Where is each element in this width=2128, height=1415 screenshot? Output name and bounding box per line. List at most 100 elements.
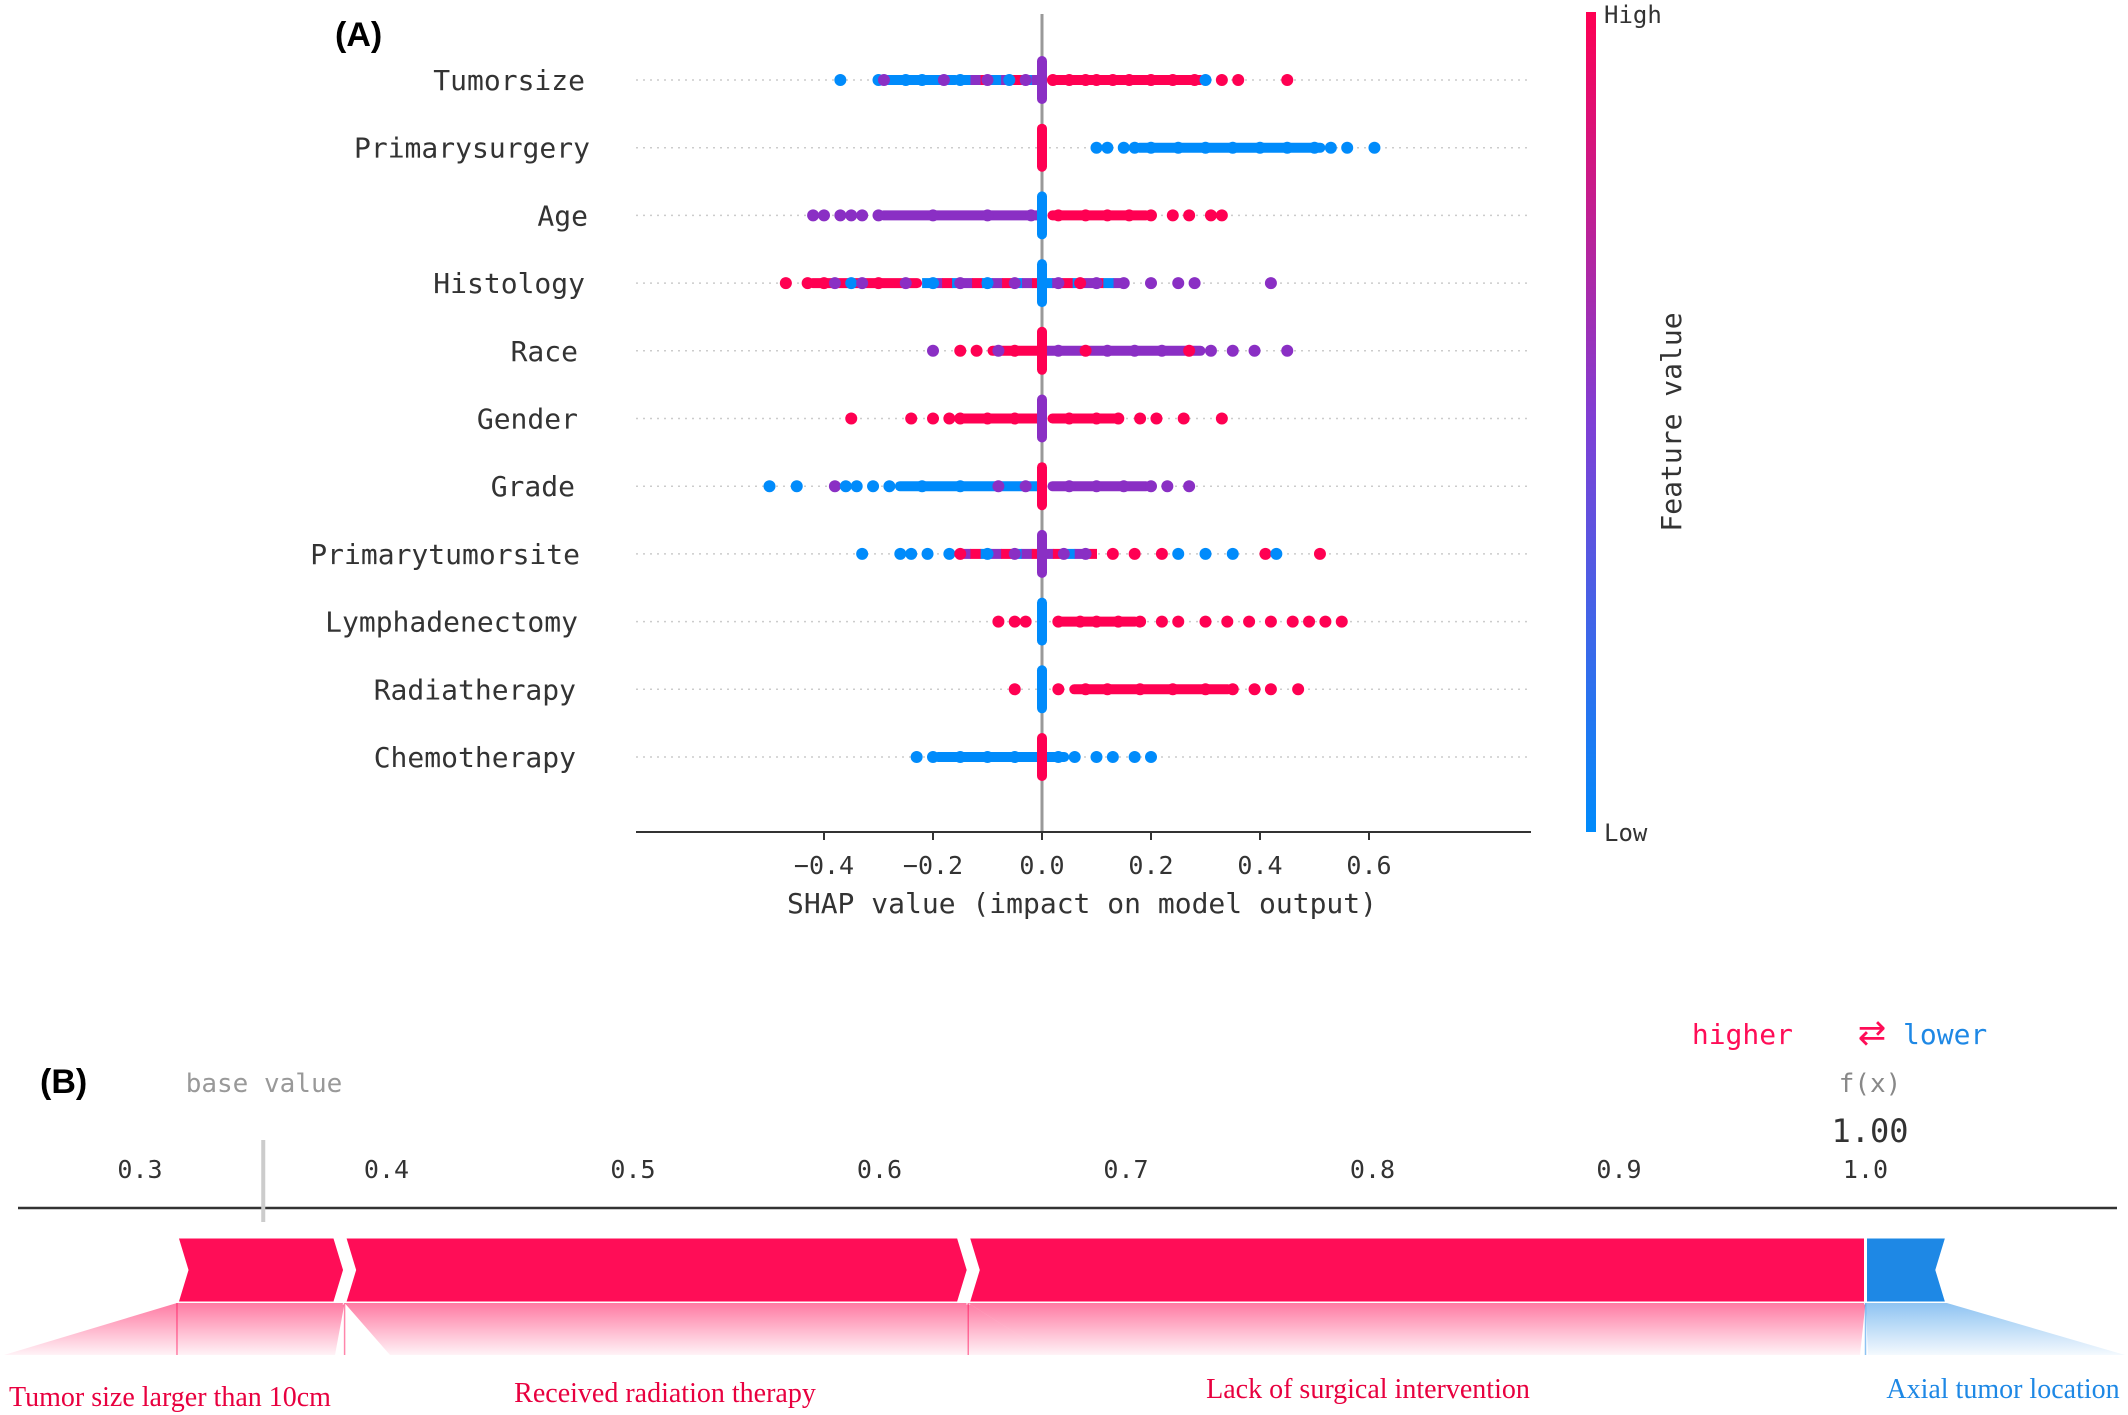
beeswarm-point [1341, 141, 1354, 154]
beeswarm-point [1008, 751, 1021, 763]
beeswarm-band [942, 278, 953, 289]
beeswarm-point [1166, 683, 1179, 696]
feature-label-lymphadenectomy: Lymphadenectomy [325, 606, 578, 639]
beeswarm-band [990, 548, 1002, 559]
beeswarm-point [916, 74, 929, 86]
beeswarm-point [954, 277, 967, 290]
beeswarm-point [1074, 277, 1087, 290]
beeswarm-point [954, 344, 967, 357]
beeswarm-point [1281, 344, 1294, 357]
beeswarm-point [954, 547, 967, 560]
beeswarm-point [1134, 412, 1147, 425]
force-tick-label: 0.6 [857, 1155, 902, 1184]
beeswarm-point [1155, 615, 1168, 628]
beeswarm-point [1037, 529, 1047, 578]
beeswarm-point [943, 547, 956, 560]
x-axis-label: SHAP value (impact on model output) [787, 887, 1377, 920]
beeswarm-point [1259, 547, 1272, 560]
beeswarm-point [1204, 209, 1217, 222]
beeswarm-points [763, 56, 1381, 781]
beeswarm-point [1232, 74, 1245, 86]
beeswarm-band [1002, 278, 1013, 289]
beeswarm-point [1183, 209, 1196, 222]
beeswarm-point [1335, 615, 1348, 628]
force-tick-label: 0.4 [364, 1155, 409, 1184]
beeswarm-point [1037, 326, 1047, 375]
beeswarm-point [1264, 683, 1277, 696]
beeswarm-point [1106, 751, 1119, 763]
feature-label-chemotherapy: Chemotherapy [374, 741, 576, 774]
beeswarm-point [834, 74, 847, 86]
beeswarm-band [878, 210, 1042, 221]
force-labels: Tumor size larger than 10cm Received radi… [9, 1374, 2120, 1413]
feature-label-age: Age [537, 199, 588, 232]
beeswarm-point [1286, 615, 1299, 628]
beeswarm-point [1155, 344, 1168, 357]
beeswarm-point [1063, 480, 1076, 493]
beeswarm-point [1183, 344, 1196, 357]
feature-label-primarytumorsite: Primarytumorsite [310, 538, 580, 571]
beeswarm-point [1079, 547, 1092, 560]
beeswarm-point [981, 412, 994, 425]
beeswarm-point [1123, 74, 1136, 86]
beeswarm-point [1134, 683, 1147, 696]
beeswarm-point [921, 547, 934, 560]
beeswarm-point [1172, 277, 1185, 290]
beeswarm-point [981, 209, 994, 222]
beeswarm-point [1112, 412, 1125, 425]
beeswarm-band [970, 75, 982, 85]
beeswarm-point [916, 480, 929, 493]
beeswarm-point [1155, 547, 1168, 560]
beeswarm-point [970, 344, 983, 357]
beeswarm-point [1145, 141, 1157, 154]
beeswarm-point [1003, 74, 1016, 86]
beeswarm-band [1042, 345, 1206, 356]
beeswarm-point [1025, 209, 1038, 222]
beeswarm-point [1008, 277, 1021, 290]
beeswarm-point [1019, 615, 1032, 628]
force-tick-label: 0.9 [1596, 1155, 1641, 1184]
beeswarm-point [1090, 141, 1103, 154]
colorbar [1586, 12, 1596, 832]
force-connector [1865, 1303, 2125, 1355]
beeswarm-point [1199, 141, 1212, 154]
beeswarm-point [1063, 74, 1076, 86]
beeswarm-point [1008, 547, 1021, 560]
beeswarm-point [1150, 412, 1163, 425]
beeswarm-point [1243, 615, 1256, 628]
beeswarm-point [1008, 344, 1021, 357]
beeswarm-point [1145, 480, 1157, 493]
beeswarm-point [828, 277, 841, 290]
fx-label: f(x) [1839, 1069, 1902, 1099]
beeswarm-point [1074, 615, 1087, 628]
beeswarm-band [1001, 548, 1012, 559]
beeswarm-point [981, 547, 994, 560]
force-tick-label: 0.8 [1350, 1155, 1395, 1184]
beeswarm-point [927, 344, 939, 357]
beeswarm-point [1106, 74, 1119, 86]
beeswarm-point [1052, 751, 1065, 763]
beeswarm-point [910, 751, 923, 763]
beeswarm-point [1303, 615, 1316, 628]
force-segment [342, 1235, 970, 1305]
beeswarm-point [1008, 683, 1021, 696]
beeswarm-point [981, 277, 994, 290]
beeswarm-point [1068, 751, 1081, 763]
beeswarm-point [1037, 191, 1047, 240]
beeswarm-point [856, 547, 869, 560]
beeswarm-point [1052, 683, 1065, 696]
beeswarm-point [856, 209, 869, 222]
beeswarm-point [1215, 412, 1228, 425]
colorbar-low-label: Low [1604, 819, 1648, 847]
beeswarm-point [1145, 209, 1157, 222]
beeswarm-point [1188, 74, 1201, 86]
feature-label-gender: Gender [477, 403, 578, 436]
beeswarm-band [1103, 278, 1115, 289]
beeswarm-band [1062, 278, 1074, 289]
beeswarm-point [1199, 74, 1212, 86]
beeswarm-point [1172, 141, 1185, 154]
force-connector [344, 1303, 1051, 1355]
x-tick-label: 0.2 [1128, 851, 1173, 880]
beeswarm-point [1281, 141, 1294, 154]
